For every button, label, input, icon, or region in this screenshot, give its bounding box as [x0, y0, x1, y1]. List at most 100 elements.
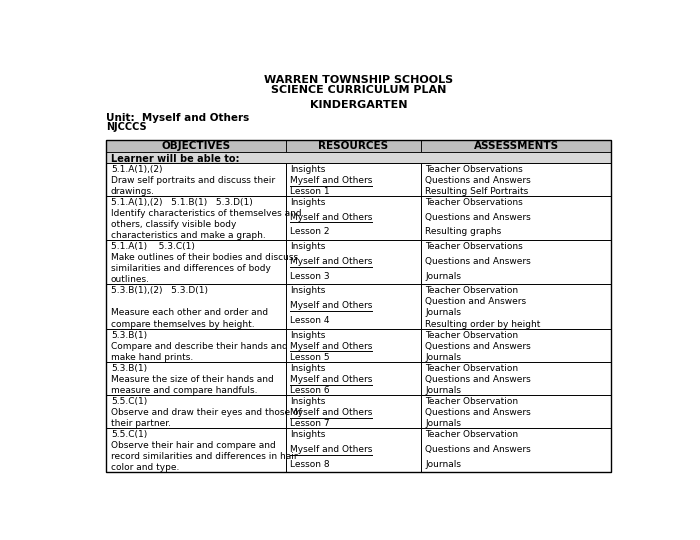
Text: Lesson 7: Lesson 7	[290, 419, 330, 428]
Text: Questions and Answers: Questions and Answers	[426, 342, 531, 350]
Bar	[421, 362, 611, 395]
Text: Questions and Answers: Questions and Answers	[426, 213, 531, 221]
Text: Observe their hair and compare and: Observe their hair and compare and	[111, 441, 276, 450]
Text: Teacher Observation: Teacher Observation	[426, 286, 519, 295]
Bar	[286, 163, 421, 196]
Bar	[286, 284, 421, 328]
Text: 5.5.C(1): 5.5.C(1)	[111, 430, 147, 439]
Text: record similarities and differences in hair: record similarities and differences in h…	[111, 452, 298, 461]
Text: Teacher Observations: Teacher Observations	[426, 242, 523, 251]
Text: 5.5.C(1): 5.5.C(1)	[111, 397, 147, 406]
Text: Journals: Journals	[426, 419, 461, 428]
Text: Myself and Others: Myself and Others	[290, 213, 372, 221]
Bar	[421, 328, 611, 362]
Text: 5.1.A(1),(2): 5.1.A(1),(2)	[111, 165, 162, 174]
Bar	[286, 196, 421, 240]
Bar	[286, 362, 421, 395]
Bar	[421, 140, 611, 152]
Bar	[106, 428, 286, 472]
Text: Myself and Others: Myself and Others	[290, 342, 372, 350]
Text: Insights: Insights	[290, 364, 326, 373]
Text: Draw self portraits and discuss their: Draw self portraits and discuss their	[111, 176, 275, 185]
Text: Insights: Insights	[290, 242, 326, 251]
Bar	[106, 140, 611, 472]
Text: Questions and Answers: Questions and Answers	[426, 257, 531, 266]
Bar	[421, 395, 611, 428]
Bar	[106, 328, 286, 362]
Text: Observe and draw their eyes and those of: Observe and draw their eyes and those of	[111, 408, 302, 417]
Text: SCIENCE CURRICULUM PLAN: SCIENCE CURRICULUM PLAN	[271, 85, 447, 94]
Text: drawings.: drawings.	[111, 187, 155, 196]
Text: 5.3.B(1),(2)   5.3.D(1): 5.3.B(1),(2) 5.3.D(1)	[111, 286, 208, 295]
Bar	[421, 163, 611, 196]
Text: Teacher Observations: Teacher Observations	[426, 165, 523, 174]
Text: others, classify visible body: others, classify visible body	[111, 220, 236, 229]
Text: KINDERGARTEN: KINDERGARTEN	[310, 100, 407, 110]
Bar	[106, 196, 286, 240]
Text: OBJECTIVES: OBJECTIVES	[162, 141, 230, 151]
Bar	[286, 395, 421, 428]
Bar	[106, 395, 286, 428]
Text: Myself and Others: Myself and Others	[290, 257, 372, 266]
Text: Myself and Others: Myself and Others	[290, 301, 372, 310]
Bar	[286, 140, 421, 152]
Bar	[286, 240, 421, 284]
Text: Myself and Others: Myself and Others	[290, 408, 372, 417]
Text: Teacher Observation: Teacher Observation	[426, 364, 519, 373]
Bar	[106, 163, 286, 196]
Text: 5.1.A(1)    5.3.C(1): 5.1.A(1) 5.3.C(1)	[111, 242, 195, 251]
Text: Questions and Answers: Questions and Answers	[426, 176, 531, 185]
Text: WARREN TOWNSHIP SCHOOLS: WARREN TOWNSHIP SCHOOLS	[264, 75, 454, 85]
Text: Lesson 1: Lesson 1	[290, 187, 330, 196]
Text: measure and compare handfuls.: measure and compare handfuls.	[111, 386, 258, 395]
Bar	[106, 362, 286, 395]
Bar	[421, 196, 611, 240]
Text: their partner.: their partner.	[111, 419, 171, 428]
Text: Teacher Observations: Teacher Observations	[426, 198, 523, 207]
Bar	[106, 152, 611, 163]
Text: RESOURCES: RESOURCES	[318, 141, 388, 151]
Bar	[421, 428, 611, 472]
Text: Lesson 2: Lesson 2	[290, 227, 330, 237]
Text: Teacher Observation: Teacher Observation	[426, 330, 519, 340]
Text: Insights: Insights	[290, 198, 326, 207]
Text: Insights: Insights	[290, 397, 326, 406]
Text: characteristics and make a graph.: characteristics and make a graph.	[111, 231, 265, 240]
Bar	[421, 240, 611, 284]
Text: Journals: Journals	[426, 353, 461, 362]
Text: Journals: Journals	[426, 386, 461, 395]
Text: Journals: Journals	[426, 308, 461, 318]
Text: Identify characteristics of themselves and: Identify characteristics of themselves a…	[111, 209, 302, 218]
Text: similarities and differences of body: similarities and differences of body	[111, 264, 271, 273]
Text: Questions and Answers: Questions and Answers	[426, 408, 531, 417]
Text: outlines.: outlines.	[111, 275, 150, 284]
Text: Lesson 6: Lesson 6	[290, 386, 330, 395]
Text: Teacher Observation: Teacher Observation	[426, 397, 519, 406]
Text: compare themselves by height.: compare themselves by height.	[111, 320, 255, 328]
Text: Lesson 5: Lesson 5	[290, 353, 330, 362]
Bar	[421, 284, 611, 328]
Text: Question and Answers: Question and Answers	[426, 298, 526, 306]
Text: Unit:  Myself and Others: Unit: Myself and Others	[106, 113, 250, 123]
Bar	[106, 140, 286, 152]
Text: Insights: Insights	[290, 165, 326, 174]
Text: Insights: Insights	[290, 430, 326, 439]
Text: 5.3.B(1): 5.3.B(1)	[111, 364, 147, 373]
Text: Myself and Others: Myself and Others	[290, 375, 372, 384]
Text: Measure each other and order and: Measure each other and order and	[111, 308, 268, 318]
Text: Resulting Self Portraits: Resulting Self Portraits	[426, 187, 528, 196]
Text: Myself and Others: Myself and Others	[290, 176, 372, 185]
Text: Questions and Answers: Questions and Answers	[426, 445, 531, 454]
Text: 5.1.A(1),(2)   5.1.B(1)   5.3.D(1): 5.1.A(1),(2) 5.1.B(1) 5.3.D(1)	[111, 198, 253, 207]
Text: ASSESSMENTS: ASSESSMENTS	[473, 141, 559, 151]
Text: Insights: Insights	[290, 286, 326, 295]
Text: Make outlines of their bodies and discuss: Make outlines of their bodies and discus…	[111, 253, 298, 262]
Text: color and type.: color and type.	[111, 463, 179, 472]
Bar	[286, 428, 421, 472]
Text: 5.3.B(1): 5.3.B(1)	[111, 330, 147, 340]
Text: Lesson 4: Lesson 4	[290, 316, 330, 325]
Text: Measure the size of their hands and: Measure the size of their hands and	[111, 375, 274, 384]
Text: Myself and Others: Myself and Others	[290, 445, 372, 454]
Text: Teacher Observation: Teacher Observation	[426, 430, 519, 439]
Bar	[286, 328, 421, 362]
